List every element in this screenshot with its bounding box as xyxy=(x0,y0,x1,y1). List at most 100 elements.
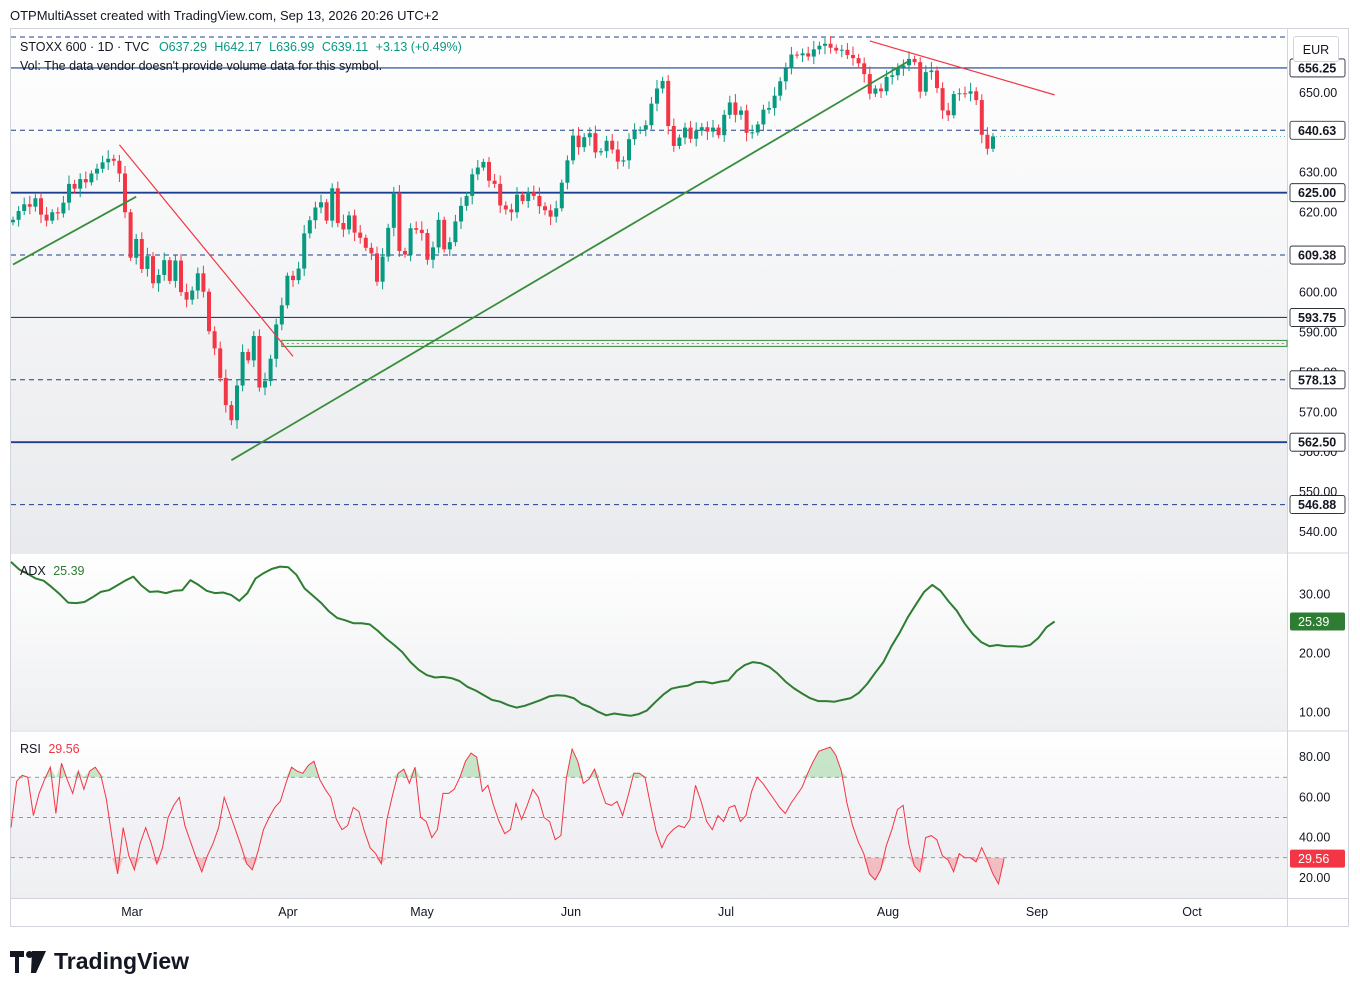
chart-caption: OTPMultiAsset created with TradingView.c… xyxy=(10,8,439,23)
candle-body xyxy=(358,232,363,238)
level-badge xyxy=(1289,370,1346,390)
candle-body xyxy=(251,336,256,361)
candle-body xyxy=(151,256,155,284)
trendline-downtrend-2 xyxy=(869,40,1055,96)
adx-value-badge-label: 25.39 xyxy=(1298,615,1329,629)
tradingview-logo-text: TradingView xyxy=(54,948,190,974)
adx-pane-background xyxy=(11,553,1287,730)
level-badge xyxy=(1289,308,1346,327)
ohlc-change: +3.13 (+0.49%) xyxy=(375,40,462,54)
candle-body xyxy=(291,275,295,281)
rsi-overbought-fill xyxy=(308,761,314,778)
ohlc-high: H642.17 xyxy=(214,40,262,54)
candle-body xyxy=(72,183,77,189)
candle-body xyxy=(419,229,424,234)
rsi-tick-label: 40.00 xyxy=(1299,831,1330,845)
candle-body xyxy=(442,219,447,250)
level-label-593.75: 593.75 xyxy=(1298,311,1336,325)
candle-body xyxy=(851,54,855,59)
rsi-overbought-fill xyxy=(813,751,819,778)
level-label-656.25: 656.25 xyxy=(1298,61,1336,75)
level-label-640.63: 640.63 xyxy=(1298,124,1336,138)
candle-body xyxy=(44,214,49,221)
candle-body xyxy=(313,207,318,221)
candle-body xyxy=(431,247,435,260)
adx-legend: ADX 25.39 xyxy=(20,564,84,578)
time-tick-may: May xyxy=(410,905,434,919)
price-tick-label: 650.00 xyxy=(1299,86,1337,100)
candle-body xyxy=(907,58,911,66)
time-tick-sep: Sep xyxy=(1026,905,1048,919)
price-tick-label: 590.00 xyxy=(1299,325,1337,339)
candle-body xyxy=(834,47,839,51)
candle-body xyxy=(55,212,60,214)
currency-button[interactable]: EUR xyxy=(1293,36,1339,62)
level-badge xyxy=(1289,120,1346,140)
candle-body xyxy=(235,385,239,421)
candle-body xyxy=(50,212,55,221)
candle-body xyxy=(111,158,116,161)
adx-tick-label: 20.00 xyxy=(1299,646,1330,660)
candle-body xyxy=(459,205,463,222)
candle-body xyxy=(727,102,732,115)
candle-body xyxy=(302,233,307,269)
candle-body xyxy=(279,305,284,325)
rsi-title[interactable]: RSI xyxy=(20,742,41,756)
candle-body xyxy=(587,133,592,138)
price-tick-label: 630.00 xyxy=(1299,166,1337,180)
candle-body xyxy=(627,139,631,161)
candle-body xyxy=(464,195,469,206)
candle-body xyxy=(711,127,715,132)
candle-body xyxy=(352,215,357,233)
candle-body xyxy=(39,198,43,215)
candle-body xyxy=(492,180,497,184)
candle-body xyxy=(750,132,755,134)
rsi-overbought-fill xyxy=(291,767,298,778)
candle-body xyxy=(134,238,139,258)
level-label-609.38: 609.38 xyxy=(1298,249,1336,263)
candle-body xyxy=(33,198,38,207)
adx-tick-label: 30.00 xyxy=(1299,587,1330,601)
symbol-label[interactable]: STOXX 600 · 1D · TVC xyxy=(20,40,150,54)
candle-body xyxy=(212,331,217,349)
candle-body xyxy=(660,80,665,89)
candle-body xyxy=(257,336,262,388)
rsi-overbought-fill xyxy=(409,767,415,778)
rsi-oversold-fill xyxy=(875,857,881,880)
candle-body xyxy=(733,102,738,115)
adx-title[interactable]: ADX xyxy=(20,564,46,578)
candle-body xyxy=(95,168,99,174)
candle-body xyxy=(369,247,374,254)
candle-body xyxy=(391,192,396,228)
candle-body xyxy=(263,381,267,388)
candle-body xyxy=(946,110,951,116)
candle-body xyxy=(991,136,995,149)
rsi-overbought-fill xyxy=(403,769,410,778)
rsi-overbought-fill xyxy=(818,749,825,778)
candle-body xyxy=(565,160,570,183)
rsi-oversold-fill xyxy=(381,857,387,864)
candle-body xyxy=(481,161,486,168)
price-tick-label: 570.00 xyxy=(1299,405,1337,419)
rsi-oversold-fill xyxy=(953,857,960,872)
rsi-overbought-fill xyxy=(577,761,584,778)
candle-body xyxy=(811,49,816,57)
candle-body xyxy=(817,45,822,50)
tradingview-logo[interactable]: TradingView xyxy=(10,948,189,975)
candle-body xyxy=(470,174,475,196)
level-badge xyxy=(1289,495,1346,514)
rsi-line xyxy=(10,746,1005,886)
candle-body xyxy=(789,54,794,69)
candle-body xyxy=(559,182,564,209)
candle-body xyxy=(274,324,279,359)
candle-body xyxy=(386,227,391,257)
rsi-overbought-fill xyxy=(841,771,848,778)
candle-body xyxy=(895,67,900,76)
ohlc-close: C639.11 xyxy=(321,40,369,54)
candle-body xyxy=(666,80,671,127)
candle-body xyxy=(509,209,514,213)
candle-body xyxy=(526,192,531,202)
candle-body xyxy=(879,88,883,92)
candle-body xyxy=(935,70,939,89)
